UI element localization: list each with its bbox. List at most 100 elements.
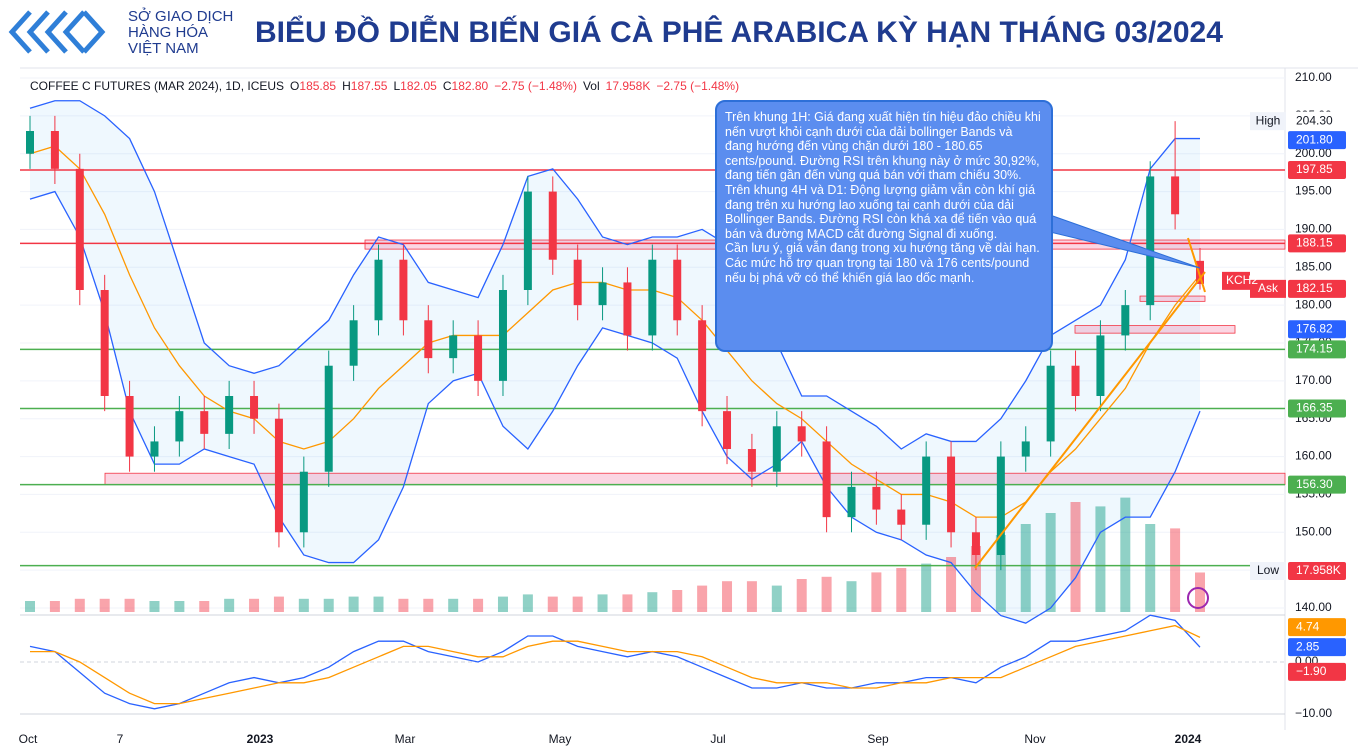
- price-badge: [1288, 279, 1346, 298]
- candle-body: [623, 282, 632, 336]
- price-badge-label: 188.15: [1296, 236, 1333, 250]
- macd-line: [29, 614, 1201, 710]
- x-tick-label: May: [549, 732, 572, 746]
- annotation: Trên khung 1H: Giá đang xuất hiện tín hi…: [715, 100, 1053, 352]
- legend-item: −2.75 (−1.48%): [494, 79, 577, 93]
- candle-body: [150, 441, 159, 457]
- price-badge: [1288, 399, 1346, 418]
- volume-bar: [224, 598, 235, 612]
- candle-body: [922, 456, 931, 525]
- legend-item: −2.75 (−1.48%): [656, 79, 739, 93]
- volume-bar: [995, 535, 1006, 612]
- volume-bar: [921, 563, 932, 612]
- price-badge: [1288, 662, 1346, 681]
- badge-tag: [1250, 112, 1286, 131]
- candle-body: [50, 131, 59, 169]
- price-badge-label: 204.30: [1296, 113, 1333, 127]
- legend-item: 17.958K: [606, 79, 651, 93]
- y-tick-label: 140.00: [1295, 600, 1332, 614]
- trend-line: [974, 271, 1206, 569]
- volume-bar: [74, 598, 85, 612]
- legend-item: C: [443, 79, 452, 93]
- zone: [1139, 295, 1206, 302]
- signal-line: [30, 624, 1201, 705]
- x-tick-label: 2024: [1175, 732, 1202, 746]
- y-tick-label: 190.00: [1295, 222, 1332, 236]
- volume-bar: [1020, 524, 1031, 612]
- y-tick-label: 210.00: [1295, 70, 1332, 84]
- volume-bar: [746, 581, 757, 612]
- org-line: VIỆT NAM: [128, 40, 199, 57]
- y-tick-label: 200.00: [1295, 146, 1332, 160]
- candle-body: [673, 259, 682, 321]
- volume-bar: [871, 572, 882, 612]
- candle-body: [797, 426, 806, 442]
- x-tick-label: Sep: [867, 732, 889, 746]
- bollinger-band: [29, 100, 1200, 450]
- volume-bar: [1095, 506, 1106, 612]
- candle-body: [698, 320, 707, 412]
- symbol: COFFEE C FUTURES (MAR 2024), 1D, ICEUS: [30, 79, 284, 93]
- volume-bar: [821, 576, 832, 612]
- volume-bar: [199, 601, 210, 612]
- volume-bar: [423, 598, 434, 612]
- volume-bar: [25, 601, 35, 612]
- price-badge-label: 182.15: [1296, 281, 1333, 295]
- price-badge-label: 166.35: [1296, 401, 1333, 415]
- symbol-tag: KCH2: [1226, 273, 1258, 287]
- annotation-text: Trên khung 1H: Giá đang xuất hiện tín hi…: [725, 110, 1041, 183]
- price-badge-label: 4.74: [1296, 619, 1320, 633]
- candle-body: [1021, 441, 1030, 457]
- volume-bar: [846, 581, 857, 612]
- badge-tag-label: Low: [1257, 563, 1279, 577]
- candle-body: [100, 290, 109, 396]
- zone: [1074, 325, 1236, 334]
- price-badge: [1287, 111, 1347, 131]
- candle-body: [299, 471, 308, 533]
- candle-body: [772, 426, 781, 472]
- y-tick-label: 195.00: [1295, 184, 1332, 198]
- band-fill: [30, 100, 1200, 624]
- candle-body: [872, 486, 881, 510]
- trend-line: [1187, 237, 1206, 293]
- bollinger-band: [29, 190, 1201, 624]
- y-tick-label: 180.00: [1295, 297, 1332, 311]
- volume-bar: [1170, 528, 1181, 612]
- candle-body: [200, 411, 209, 434]
- org-line: HÀNG HÓA: [128, 24, 208, 41]
- price-badge-label: −1.90: [1296, 664, 1327, 678]
- candle-body: [648, 259, 657, 336]
- price-badge: [1288, 618, 1346, 637]
- candle-body: [723, 411, 732, 449]
- x-tick-label: 7: [117, 732, 124, 746]
- price-badge-label: 176.82: [1296, 321, 1333, 335]
- candle-body: [26, 131, 34, 154]
- candle-body: [175, 411, 184, 442]
- candle-body: [1196, 260, 1204, 284]
- volume-bar: [771, 585, 782, 612]
- volume-bar: [597, 594, 608, 612]
- legend-item: L: [393, 79, 400, 93]
- price-badge: [1288, 638, 1346, 657]
- legend-item: Vol: [583, 79, 600, 93]
- legend-item: 182.80: [452, 79, 489, 93]
- volume-bar: [49, 601, 60, 612]
- candle-body: [523, 191, 532, 290]
- volume-bar: [1045, 513, 1056, 612]
- volume-bar: [149, 601, 160, 612]
- candle-body: [548, 191, 557, 260]
- candle-body: [1171, 176, 1180, 215]
- title: BIỂU ĐỒ DIỄN BIẾN GIÁ CÀ PHÊ ARABICA KỲ …: [255, 15, 1223, 49]
- volume-bar: [622, 594, 633, 612]
- volume-bar: [323, 598, 334, 612]
- legend: COFFEE C FUTURES (MAR 2024), 1D, ICEUS O 1…: [30, 79, 739, 93]
- candle-body: [374, 259, 383, 321]
- legend-item: O: [290, 79, 299, 93]
- volume-bar: [970, 546, 981, 612]
- candle-body: [349, 320, 358, 366]
- y-tick-label: 150.00: [1295, 524, 1332, 538]
- annotation-text: Trên khung 4H và D1: Động lượng giảm vẫn…: [725, 182, 1037, 241]
- price-badge: [1288, 131, 1346, 150]
- org-line: SỞ GIAO DỊCH: [128, 7, 233, 25]
- price-badge: [1288, 475, 1346, 494]
